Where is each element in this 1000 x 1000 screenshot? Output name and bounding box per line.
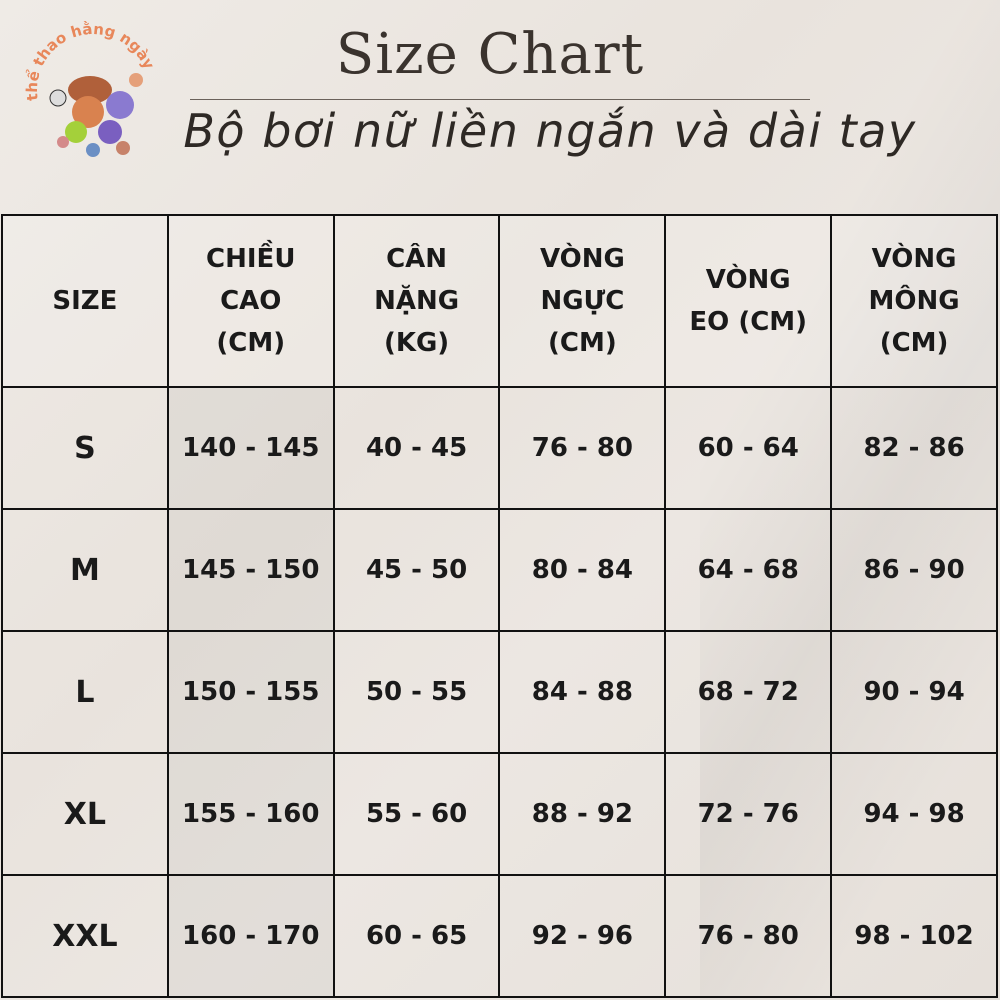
header-cell: CHIỀU CAO (CM) bbox=[166, 214, 335, 388]
size-cell: L bbox=[1, 630, 169, 754]
value-cell: 155 - 160 bbox=[166, 752, 335, 876]
value-cell: 98 - 102 bbox=[830, 874, 998, 998]
brand-logo: thể thao hằng ngày bbox=[23, 20, 158, 157]
value-cell: 60 - 65 bbox=[332, 874, 501, 998]
header-cell: VÒNG MÔNG (CM) bbox=[830, 214, 998, 388]
value-cell: 86 - 90 bbox=[830, 508, 998, 632]
value-cell: 55 - 60 bbox=[332, 752, 501, 876]
value-cell: 45 - 50 bbox=[332, 508, 501, 632]
page-subtitle: Bộ bơi nữ liền ngắn và dài tay bbox=[183, 104, 917, 158]
table-row: XL 155 - 160 55 - 60 88 - 92 72 - 76 94 - 98 bbox=[1, 752, 998, 876]
value-cell: 68 - 72 bbox=[664, 630, 833, 754]
value-cell: 82 - 86 bbox=[830, 386, 998, 510]
value-cell: 50 - 55 bbox=[332, 630, 501, 754]
header-cell: VÒNG NGỰC (CM) bbox=[498, 214, 667, 388]
size-table: SIZE CHIỀU CAO (CM) CÂN NẶNG (KG) VÒNG N… bbox=[1, 214, 998, 998]
value-cell: 92 - 96 bbox=[498, 874, 667, 998]
value-cell: 140 - 145 bbox=[166, 386, 335, 510]
value-cell: 72 - 76 bbox=[664, 752, 833, 876]
value-cell: 160 - 170 bbox=[166, 874, 335, 998]
value-cell: 76 - 80 bbox=[498, 386, 667, 510]
value-cell: 150 - 155 bbox=[166, 630, 335, 754]
size-cell: XXL bbox=[1, 874, 169, 998]
table-row: L 150 - 155 50 - 55 84 - 88 68 - 72 90 - 94 bbox=[1, 630, 998, 754]
value-cell: 145 - 150 bbox=[166, 508, 335, 632]
header-cell: SIZE bbox=[1, 214, 169, 388]
table-row: M 145 - 150 45 - 50 80 - 84 64 - 68 86 - 90 bbox=[1, 508, 998, 632]
size-cell: S bbox=[1, 386, 169, 510]
value-cell: 90 - 94 bbox=[830, 630, 998, 754]
page-title: Size Chart bbox=[0, 22, 1000, 87]
size-cell: XL bbox=[1, 752, 169, 876]
table-row: XXL 160 - 170 60 - 65 92 - 96 76 - 80 98 - 10… bbox=[1, 874, 998, 998]
size-cell: M bbox=[1, 508, 169, 632]
value-cell: 60 - 64 bbox=[664, 386, 833, 510]
value-cell: 84 - 88 bbox=[498, 630, 667, 754]
value-cell: 80 - 84 bbox=[498, 508, 667, 632]
title-text: Size Chart bbox=[335, 22, 645, 87]
header-cell: CÂN NẶNG (KG) bbox=[332, 214, 501, 388]
header-row: SIZE CHIỀU CAO (CM) CÂN NẶNG (KG) VÒNG N… bbox=[1, 214, 998, 388]
value-cell: 64 - 68 bbox=[664, 508, 833, 632]
value-cell: 40 - 45 bbox=[332, 386, 501, 510]
value-cell: 76 - 80 bbox=[664, 874, 833, 998]
table-row: S 140 - 145 40 - 45 76 - 80 60 - 64 82 - 86 bbox=[1, 386, 998, 510]
value-cell: 94 - 98 bbox=[830, 752, 998, 876]
header-cell: VÒNG EO (CM) bbox=[664, 214, 833, 388]
value-cell: 88 - 92 bbox=[498, 752, 667, 876]
title-divider bbox=[190, 99, 810, 100]
